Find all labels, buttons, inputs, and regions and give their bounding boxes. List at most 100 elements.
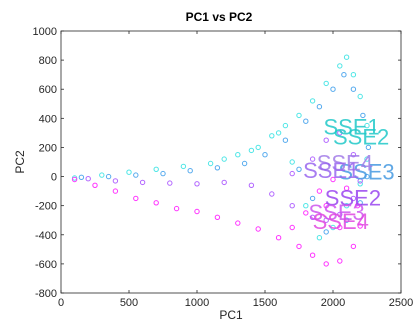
y-tick-label: 1000 [33,26,57,38]
data-point-s4-16 [350,243,357,250]
data-point-s3-13 [350,195,357,202]
series-label-4: SSE4 [317,151,373,176]
data-point-s4-21 [316,188,323,194]
y-tick-label: 600 [39,84,57,96]
data-point-s3-9 [289,203,295,209]
data-point-s3-12 [337,211,343,218]
data-point-s2-8 [262,152,268,158]
series-label-7: SSE3 [309,200,365,225]
y-tick-label: 0 [51,172,57,184]
data-point-s2-17 [364,173,370,180]
data-point-s4-6 [173,205,180,212]
series-label-3: SSE3 [338,160,394,185]
data-point-s4-9 [235,220,241,226]
data-point-s1-19 [364,156,370,162]
data-point-s2-2 [105,173,112,180]
data-point-s3-7 [248,182,255,189]
data-point-s2-10 [303,118,309,124]
data-point-s3-18 [309,156,316,162]
data-point-s3-15 [350,152,357,158]
y-axis-ticks: -800 -600 -400 -200 0 200 400 600 800 1000 [33,26,401,300]
data-point-s4-5 [153,200,159,206]
data-point-s1-26 [275,130,282,136]
data-point-s2-20 [323,229,329,235]
data-point-s1-10 [282,122,289,129]
data-point-s1-12 [309,98,316,104]
data-point-s4-18 [354,203,361,209]
data-point-s1-20 [357,181,363,187]
data-point-s2-6 [214,165,221,171]
data-point-s1-17 [357,93,363,100]
data-point-s4-7 [194,208,200,215]
data-point-s3-19 [289,170,295,177]
data-point-s1-25 [289,159,295,165]
x-tick-label: 1500 [253,297,277,309]
data-point-s1-13 [323,80,329,87]
x-axis-label: PC1 [219,308,243,322]
data-point-s2-1 [78,174,85,181]
y-tick-label: 800 [39,55,57,67]
x-tick-label: 2500 [389,297,413,309]
data-point-s2-21 [309,195,316,202]
y-tick-label: 200 [39,142,57,154]
data-point-s3-10 [309,214,316,221]
data-point-s1-6 [207,160,214,167]
data-point-s3-6 [221,179,227,186]
data-point-s1-5 [180,163,187,170]
data-point-s1-23 [316,235,323,241]
data-point-s2-18 [357,200,363,206]
x-axis-ticks: 0 500 1000 1500 2000 2500 [58,31,413,309]
data-point-s1-4 [153,166,159,173]
data-point-s2-14 [350,86,357,92]
data-point-s1-22 [330,224,336,231]
x-tick-label: 500 [120,297,138,309]
data-point-s2-13 [341,72,347,78]
data-point-s2-22 [296,166,302,173]
data-point-s4-20 [330,176,336,183]
data-point-s1-11 [296,112,302,119]
y-tick-label: -600 [35,259,57,271]
series-label-1: SSE1 [324,114,380,139]
y-tick-label: -200 [35,201,57,213]
data-point-s2-15 [360,112,366,119]
data-point-s3-5 [194,181,200,187]
data-point-s3-1 [85,176,91,182]
series-label-6: SSE2 [325,186,381,211]
data-point-s1-18 [364,122,370,129]
data-point-s4-14 [323,261,329,267]
data-point-s4-4 [133,195,139,202]
data-point-s4-23 [289,224,295,231]
data-point-s1-16 [350,72,357,78]
data-point-s4-11 [275,235,282,241]
data-marks [71,54,372,267]
data-point-s1-28 [221,156,227,162]
data-point-s2-5 [187,168,193,174]
data-point-s4-13 [309,252,316,258]
series-label-2: SSE2 [333,125,389,150]
x-tick-label: 2000 [321,297,345,309]
data-point-s3-11 [323,217,329,223]
data-point-s2-7 [241,160,248,167]
data-point-s1-3 [126,169,132,175]
data-point-s2-3 [133,172,139,178]
y-axis-label: PC2 [13,150,27,174]
series-label-5: SSE1 [303,158,359,183]
data-point-s3-16 [337,130,343,136]
y-tick-label: -400 [35,230,57,242]
data-point-s4-2 [92,182,98,189]
data-point-s4-24 [323,203,329,209]
data-point-s3-4 [167,180,173,186]
data-point-s2-11 [316,104,323,110]
data-point-s2-12 [330,86,336,92]
data-point-s3-17 [323,137,329,143]
data-point-s4-25 [337,224,343,231]
data-point-s2-19 [343,217,350,223]
data-point-s4-8 [214,214,221,221]
data-point-s1-24 [303,203,309,209]
data-point-s1-9 [269,133,275,139]
data-point-s3-8 [269,191,275,197]
data-point-s2-9 [282,137,289,143]
data-point-s1-27 [248,147,255,154]
